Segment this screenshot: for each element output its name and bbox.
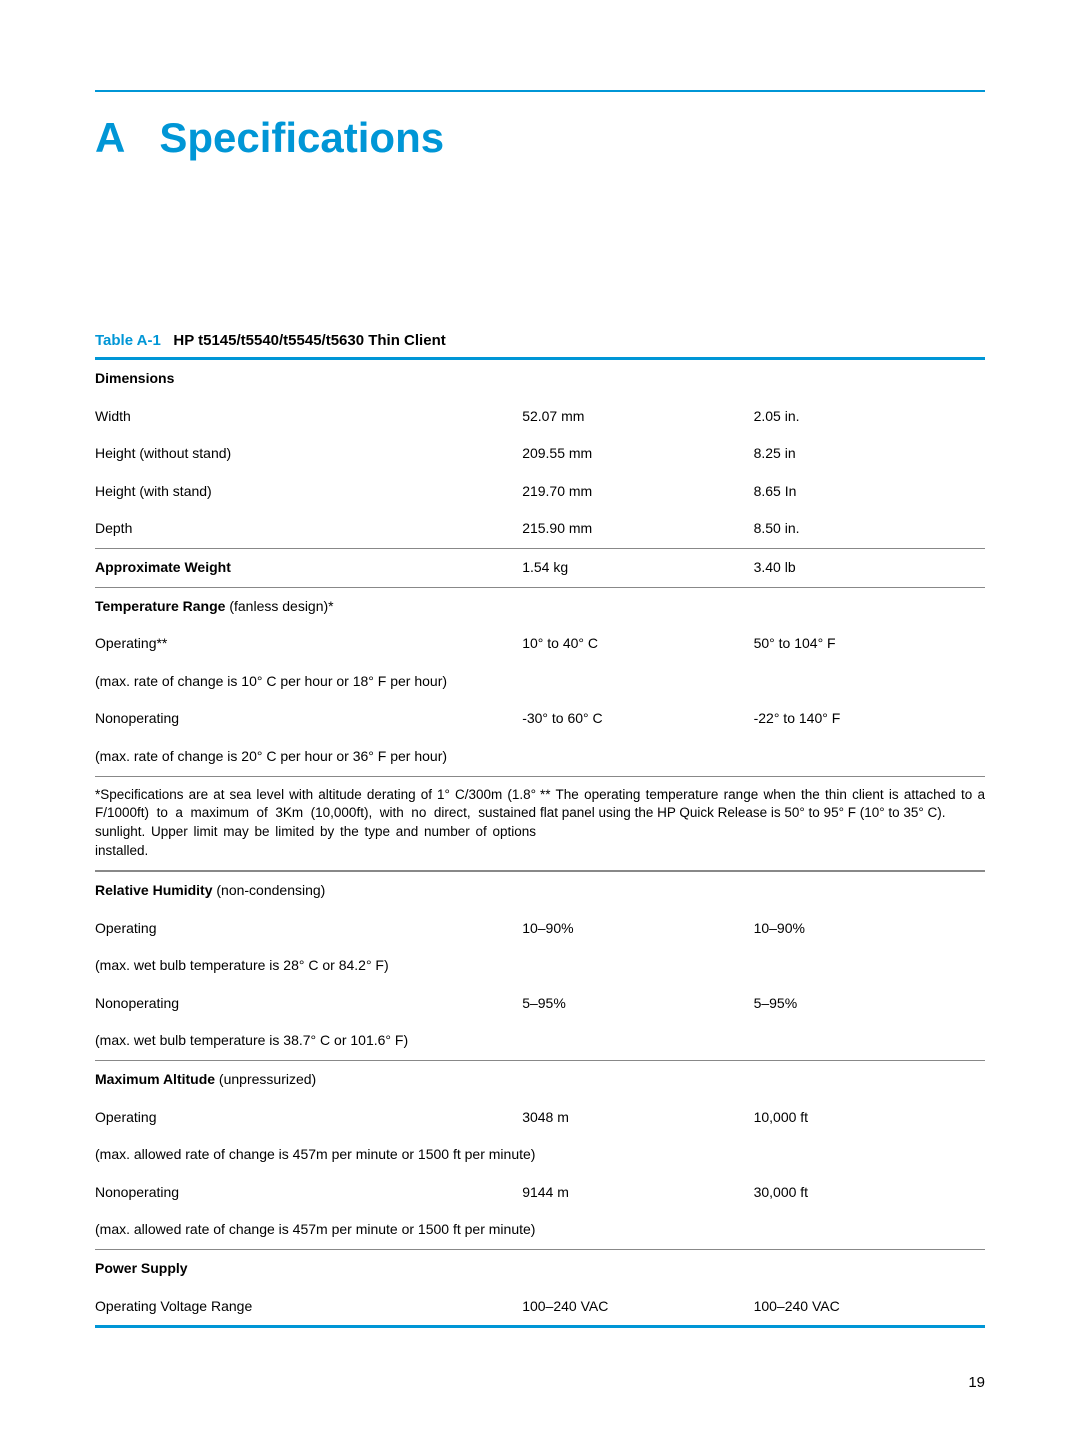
table-row: Nonoperating 9144 m 30,000 ft: [95, 1174, 985, 1212]
cell-v1: 3048 m: [522, 1099, 753, 1137]
table-row: Nonoperating 5–95% 5–95%: [95, 985, 985, 1023]
section-header-power: Power Supply: [95, 1250, 985, 1288]
table-row: Operating** 10° to 40° C 50° to 104° F: [95, 625, 985, 663]
table-row: (max. allowed rate of change is 457m per…: [95, 1136, 985, 1174]
section-header-altitude: Maximum Altitude (unpressurized): [95, 1061, 985, 1099]
alt-rest: (unpressurized): [215, 1071, 316, 1087]
table-row: Operating 10–90% 10–90%: [95, 910, 985, 948]
cell-v1: 100–240 VAC: [522, 1288, 753, 1327]
table-row: (max. wet bulb temperature is 28° C or 8…: [95, 947, 985, 985]
cell-v1: 10° to 40° C: [522, 625, 753, 663]
temp-note2: (max. rate of change is 20° C per hour o…: [95, 738, 985, 776]
table-row: Width 52.07 mm 2.05 in.: [95, 398, 985, 436]
cell-v2: 2.05 in.: [754, 398, 985, 436]
cell-label: Width: [95, 398, 522, 436]
cell-label: Operating Voltage Range: [95, 1288, 522, 1327]
cell-v2: 5–95%: [754, 985, 985, 1023]
table-row: Nonoperating -30° to 60° C -22° to 140° …: [95, 700, 985, 738]
weight-v1: 1.54 kg: [522, 548, 753, 587]
cell-v2: 8.65 In: [754, 473, 985, 511]
footnote-right: ** The operating temperature range when …: [540, 777, 985, 871]
cell-v1: 209.55 mm: [522, 435, 753, 473]
table-row: (max. wet bulb temperature is 38.7° C or…: [95, 1022, 985, 1060]
appendix-letter: A: [95, 114, 125, 162]
cell-v1: 10–90%: [522, 910, 753, 948]
table-row: Operating Voltage Range 100–240 VAC 100–…: [95, 1288, 985, 1327]
section-header-dimensions: Dimensions: [95, 360, 985, 398]
cell-v1: 5–95%: [522, 985, 753, 1023]
table-row: (max. rate of change is 20° C per hour o…: [95, 738, 985, 776]
cell-label: Operating: [95, 910, 522, 948]
weight-v2: 3.40 lb: [754, 548, 985, 587]
cell-v1: -30° to 60° C: [522, 700, 753, 738]
table-row: (max. rate of change is 10° C per hour o…: [95, 663, 985, 701]
table-row: Operating 3048 m 10,000 ft: [95, 1099, 985, 1137]
cell-label: Height (without stand): [95, 435, 522, 473]
cell-label: Operating: [95, 1099, 522, 1137]
cell-v2: 10–90%: [754, 910, 985, 948]
cell-v2: 30,000 ft: [754, 1174, 985, 1212]
cell-v2: 8.50 in.: [754, 510, 985, 548]
temp-range-bold: Temperature Range: [95, 598, 225, 614]
spec-table: Dimensions Width 52.07 mm 2.05 in. Heigh…: [95, 357, 985, 1328]
footnote-left: *Specifications are at sea level with al…: [95, 777, 540, 871]
cell-v1: 215.90 mm: [522, 510, 753, 548]
cell-v1: 52.07 mm: [522, 398, 753, 436]
cell-label: Nonoperating: [95, 985, 522, 1023]
alt-note2: (max. allowed rate of change is 457m per…: [95, 1211, 985, 1249]
table-caption: Table A-1 HP t5145/t5540/t5545/t5630 Thi…: [95, 332, 985, 349]
cell-v2: 50° to 104° F: [754, 625, 985, 663]
table-row: Depth 215.90 mm 8.50 in.: [95, 510, 985, 548]
section-header-temp: Temperature Range (fanless design)*: [95, 587, 985, 625]
appendix-title: Specifications: [159, 114, 444, 162]
top-rule: [95, 90, 985, 92]
footnotes-row: *Specifications are at sea level with al…: [95, 776, 985, 872]
dimensions-label: Dimensions: [95, 360, 522, 398]
alt-bold: Maximum Altitude: [95, 1071, 215, 1087]
cell-v2: 10,000 ft: [754, 1099, 985, 1137]
table-row: (max. allowed rate of change is 457m per…: [95, 1211, 985, 1249]
humidity-bold: Relative Humidity: [95, 882, 212, 898]
cell-label: Height (with stand): [95, 473, 522, 511]
page-heading: A Specifications: [95, 114, 985, 162]
cell-label: Nonoperating: [95, 700, 522, 738]
cell-v2: 100–240 VAC: [754, 1288, 985, 1327]
section-header-humidity: Relative Humidity (non-condensing): [95, 872, 985, 910]
cell-v2: -22° to 140° F: [754, 700, 985, 738]
weight-label: Approximate Weight: [95, 548, 522, 587]
hum-note1: (max. wet bulb temperature is 28° C or 8…: [95, 947, 985, 985]
table-row-weight: Approximate Weight 1.54 kg 3.40 lb: [95, 548, 985, 587]
table-caption-desc: HP t5145/t5540/t5545/t5630 Thin Client: [173, 332, 445, 349]
alt-note1: (max. allowed rate of change is 457m per…: [95, 1136, 985, 1174]
humidity-rest: (non-condensing): [212, 882, 325, 898]
temp-range-rest: (fanless design)*: [225, 598, 333, 614]
cell-label: Depth: [95, 510, 522, 548]
temp-note1: (max. rate of change is 10° C per hour o…: [95, 663, 985, 701]
table-row: Height (without stand) 209.55 mm 8.25 in: [95, 435, 985, 473]
table-row: Height (with stand) 219.70 mm 8.65 In: [95, 473, 985, 511]
power-label: Power Supply: [95, 1250, 522, 1288]
page-number: 19: [95, 1374, 985, 1391]
cell-v1: 9144 m: [522, 1174, 753, 1212]
cell-label: Operating**: [95, 625, 522, 663]
cell-label: Nonoperating: [95, 1174, 522, 1212]
cell-v2: 8.25 in: [754, 435, 985, 473]
table-caption-label: Table A-1: [95, 332, 161, 349]
cell-v1: 219.70 mm: [522, 473, 753, 511]
hum-note2: (max. wet bulb temperature is 38.7° C or…: [95, 1022, 985, 1060]
